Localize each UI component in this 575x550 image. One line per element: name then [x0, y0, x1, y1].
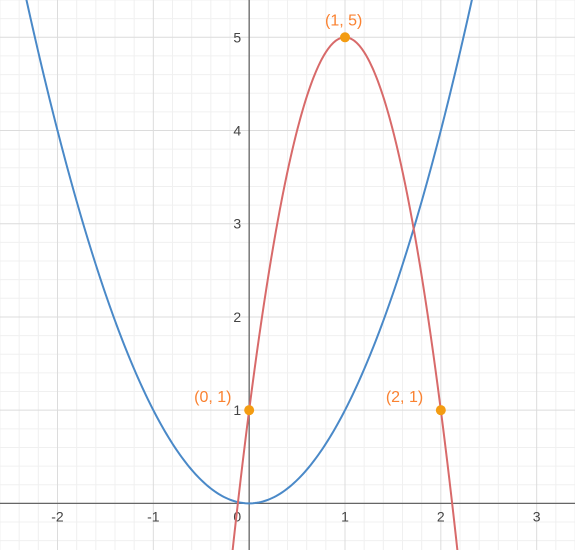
chart-container: -2-1012312345(0, 1)(1, 5)(2, 1) — [0, 0, 575, 550]
x-tick-label: 1 — [341, 508, 349, 524]
x-tick-label: -1 — [147, 508, 160, 524]
y-tick-label: 3 — [233, 216, 241, 232]
y-tick-label: 4 — [233, 123, 241, 139]
point-label: (1, 5) — [325, 12, 362, 29]
y-tick-label: 5 — [233, 29, 241, 45]
point-marker — [340, 32, 350, 42]
x-tick-label: 3 — [533, 508, 541, 524]
point-label: (0, 1) — [194, 389, 231, 406]
point-label: (2, 1) — [386, 389, 423, 406]
point-marker — [436, 405, 446, 415]
graph-plot: -2-1012312345(0, 1)(1, 5)(2, 1) — [0, 0, 575, 550]
x-tick-label: -2 — [51, 508, 64, 524]
point-marker — [244, 405, 254, 415]
y-tick-label: 2 — [233, 309, 241, 325]
y-tick-label: 1 — [233, 402, 241, 418]
x-tick-label: 2 — [437, 508, 445, 524]
